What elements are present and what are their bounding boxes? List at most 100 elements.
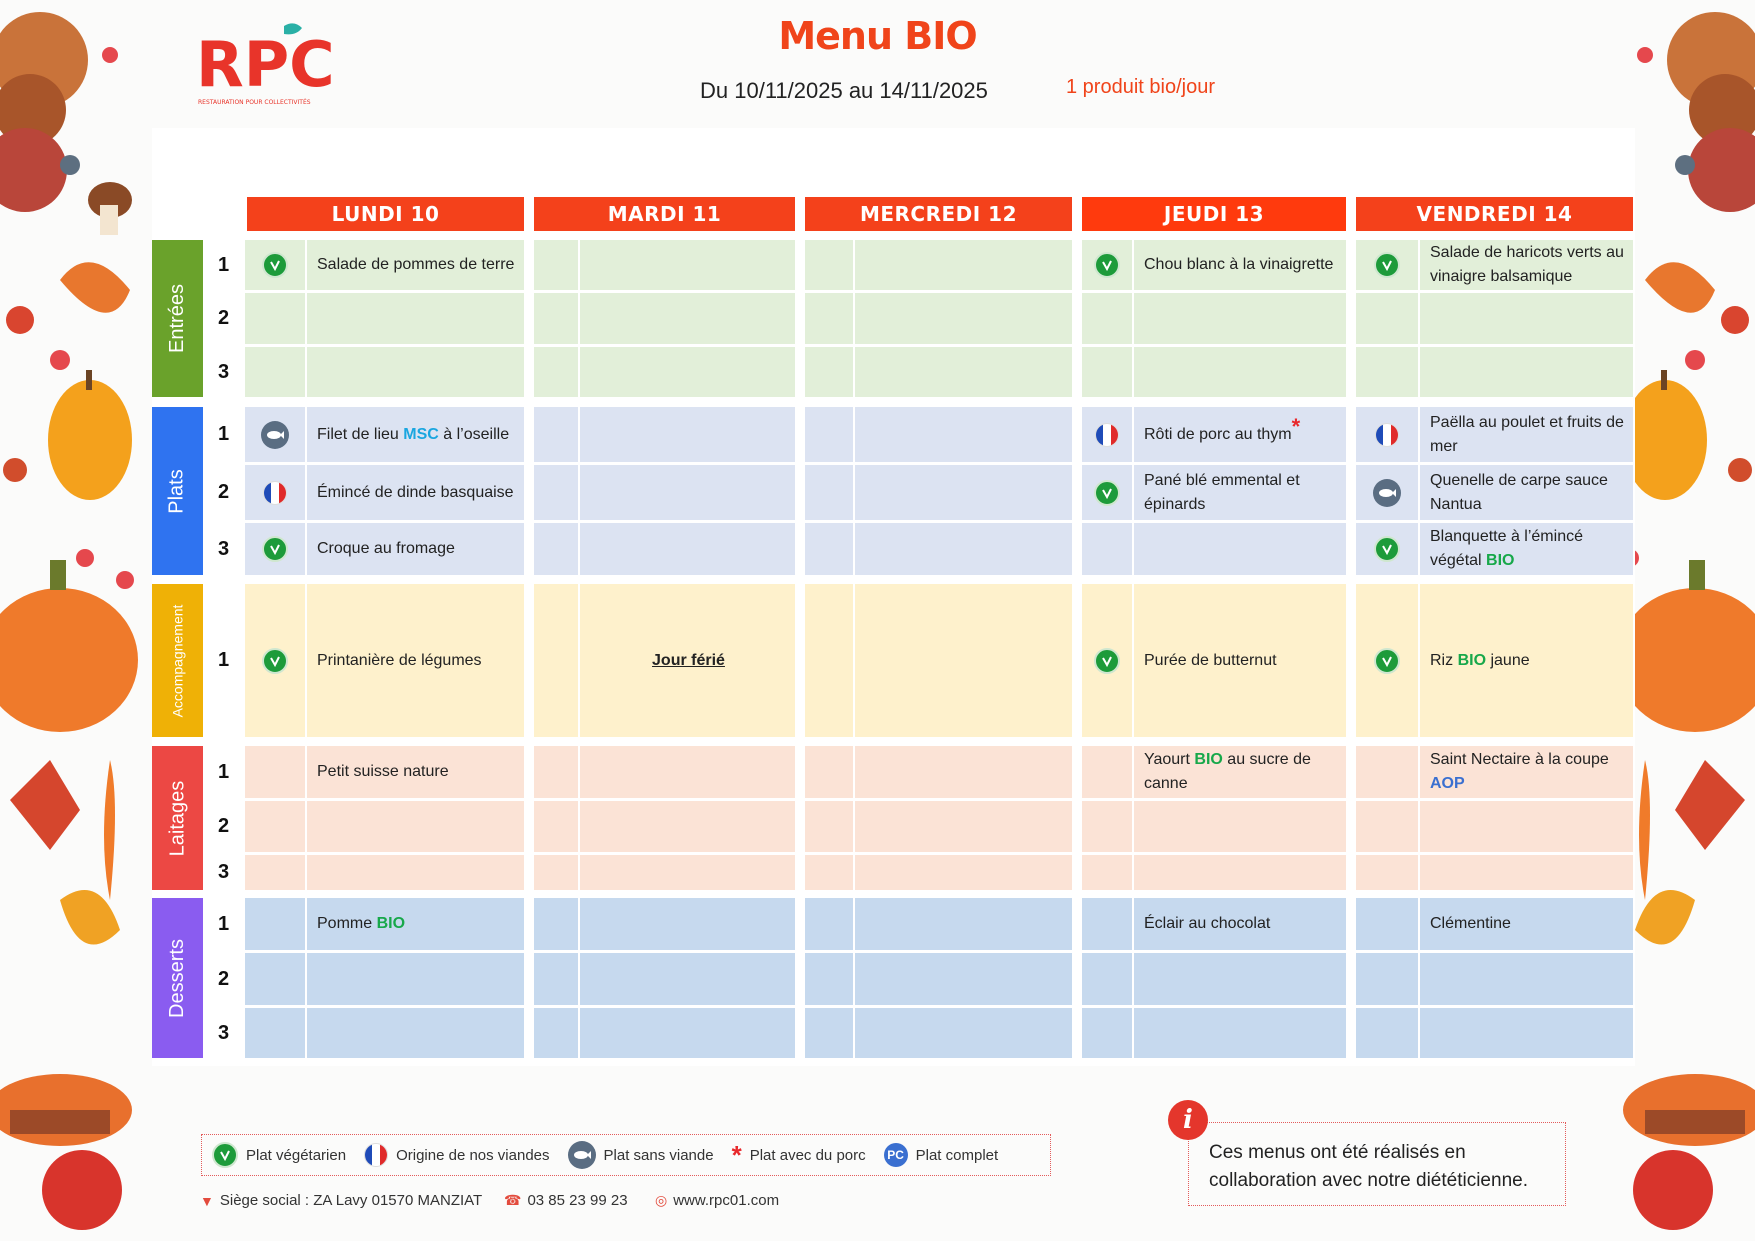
grid-cell	[580, 584, 795, 737]
grid-cell	[805, 465, 853, 520]
grid-cell	[307, 465, 524, 520]
rpc-logo: RPC RESTAURATION POUR COLLECTIVITÉS	[196, 18, 336, 110]
vendredi-accomp1: Riz BIO jaune	[1420, 584, 1633, 737]
dish-text: Pané blé emmental et épinards	[1144, 471, 1300, 513]
dish-text: Filet de lieu	[317, 425, 404, 443]
grid-cell	[534, 465, 578, 520]
grid-cell	[855, 240, 1072, 290]
phone-icon: ☎	[504, 1192, 522, 1208]
lundi-accomp1: Printanière de légumes	[307, 584, 524, 737]
vegetarian-icon	[262, 647, 288, 674]
vegetarian-icon	[1374, 647, 1400, 674]
lundi-plat3: Croque au fromage	[307, 523, 524, 575]
fish-icon	[1373, 478, 1401, 507]
section-label-laitages: Laitages	[166, 780, 188, 856]
section-laitages: Laitages	[152, 746, 203, 890]
grid-cell	[855, 746, 1072, 798]
vegetarian-icon	[1094, 647, 1120, 674]
grid-cell	[580, 293, 795, 344]
lundi-plat1-icon	[245, 407, 305, 462]
lundi-accomp1-icon	[245, 584, 305, 737]
french-flag-icon	[364, 1143, 389, 1167]
grid-cell	[805, 293, 853, 344]
location-pin-icon: ▼	[200, 1192, 214, 1209]
website-link[interactable]: www.rpc01.com	[673, 1192, 780, 1209]
row-number: 2	[205, 801, 242, 852]
grid-cell	[805, 953, 853, 1005]
vendredi-dessert1: Clémentine	[1420, 898, 1633, 950]
jeudi-plat2: Pané blé emmental et épinards	[1134, 465, 1346, 520]
grid-cell	[580, 855, 795, 890]
grid-cell	[534, 801, 578, 852]
footer-address: ▼ Siège social : ZA Lavy 01570 MANZIAT	[200, 1192, 482, 1209]
grid-cell	[1134, 801, 1346, 852]
section-entrees: Entrées	[152, 240, 203, 397]
lundi-plat2: Émincé de dinde basquaise	[307, 465, 524, 520]
grid-cell	[580, 953, 795, 1005]
row-number: 1	[205, 746, 242, 798]
footer-phone: ☎ 03 85 23 99 23	[504, 1192, 628, 1209]
section-accompagnement: Accompagnement	[152, 584, 203, 737]
grid-cell	[534, 293, 578, 344]
grid-cell	[805, 407, 853, 462]
day-header-jeudi: JEUDI 13	[1082, 197, 1346, 231]
grid-cell	[534, 347, 578, 397]
vendredi-plat2-icon	[1356, 465, 1418, 520]
grid-cell	[1082, 801, 1132, 852]
grid-cell	[855, 293, 1072, 344]
vendredi-entree1-icon	[1356, 240, 1418, 290]
grid-cell	[1134, 347, 1346, 397]
dish-text: au sucre de canne	[1144, 751, 1311, 792]
footer-website[interactable]: ◎ www.rpc01.com	[655, 1192, 779, 1209]
address-text: Siège social : ZA Lavy 01570 MANZIAT	[219, 1192, 483, 1209]
dish-text: Riz	[1430, 651, 1458, 669]
grid-cell	[534, 746, 578, 798]
grid-cell	[805, 584, 853, 737]
lundi-plat3-icon	[245, 523, 305, 575]
grid-cell	[307, 240, 524, 290]
bio-note: 1 produit bio/jour	[1066, 76, 1215, 98]
dish-text: Yaourt	[1144, 751, 1195, 768]
holiday-label: Jour férié	[652, 651, 725, 669]
pork-star-icon: *	[1291, 413, 1301, 439]
vegetarian-icon	[1094, 479, 1120, 506]
aop-label: AOP	[1430, 775, 1465, 792]
jeudi-entree1-icon	[1082, 240, 1132, 290]
lundi-dessert1: Pomme BIO	[307, 898, 524, 950]
row-number: 3	[205, 523, 242, 575]
lundi-laitage1: Petit suisse nature	[307, 746, 524, 798]
day-header-mercredi: MERCREDI 12	[805, 197, 1072, 231]
vegetarian-icon	[212, 1142, 238, 1168]
dish-text: Pomme	[317, 915, 377, 932]
grid-cell	[534, 240, 578, 290]
row-number: 2	[205, 465, 242, 520]
grid-cell	[805, 347, 853, 397]
grid-cell	[1420, 855, 1633, 890]
grid-cell	[1356, 347, 1418, 397]
grid-cell	[307, 746, 524, 798]
grid-cell	[534, 898, 578, 950]
grid-cell	[1420, 898, 1633, 950]
grid-cell	[805, 746, 853, 798]
dish-text: à l’oseille	[438, 425, 510, 443]
grid-cell	[1134, 407, 1346, 462]
jeudi-accomp1-icon	[1082, 584, 1132, 737]
day-header-lundi: LUNDI 10	[247, 197, 524, 231]
vendredi-plat1: Paëlla au poulet et fruits de mer	[1420, 407, 1633, 462]
dish-text: Éclair au chocolat	[1144, 915, 1271, 932]
grid-cell	[805, 855, 853, 890]
grid-cell	[307, 898, 524, 950]
jeudi-dessert1: Éclair au chocolat	[1134, 898, 1346, 950]
lundi-entree1: Salade de pommes de terre	[307, 240, 524, 290]
legend-label: Plat sans viande	[603, 1146, 714, 1164]
vendredi-plat3: Blanquette à l’émincé végétal BIO	[1420, 523, 1633, 575]
section-label-accompagnement: Accompagnement	[169, 604, 186, 717]
grid-cell	[534, 584, 578, 737]
grid-cell	[1134, 240, 1346, 290]
vendredi-plat2: Quenelle de carpe sauce Nantua	[1420, 465, 1633, 520]
legend-pork: * Plat avec du porc	[732, 1142, 866, 1168]
msc-label: MSC	[403, 425, 439, 443]
grid-cell	[1356, 746, 1418, 798]
section-label-plats: Plats	[166, 468, 188, 514]
grid-cell	[1356, 801, 1418, 852]
